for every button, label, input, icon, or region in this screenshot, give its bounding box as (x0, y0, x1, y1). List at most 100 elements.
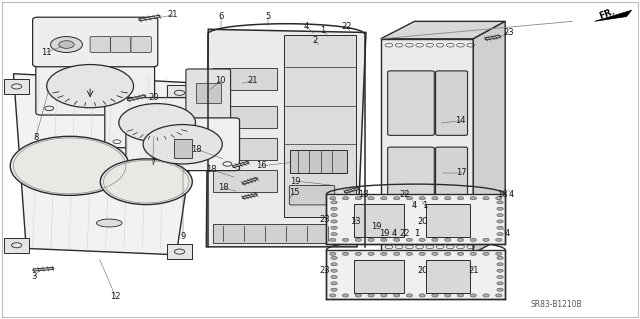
FancyBboxPatch shape (284, 35, 356, 217)
FancyBboxPatch shape (388, 147, 435, 211)
Circle shape (483, 294, 489, 297)
FancyBboxPatch shape (426, 204, 470, 237)
Text: 4: 4 (392, 229, 397, 238)
Circle shape (497, 275, 503, 278)
Text: 21: 21 (248, 76, 258, 85)
Text: 20: 20 (417, 266, 428, 275)
Circle shape (331, 220, 337, 223)
FancyBboxPatch shape (167, 244, 192, 259)
Polygon shape (326, 195, 505, 244)
FancyBboxPatch shape (213, 68, 276, 90)
Circle shape (355, 294, 362, 297)
FancyBboxPatch shape (213, 224, 353, 243)
Text: 15: 15 (289, 188, 300, 197)
Circle shape (330, 294, 336, 297)
Circle shape (483, 252, 489, 256)
Circle shape (394, 238, 400, 241)
Circle shape (458, 294, 464, 297)
Text: 6: 6 (218, 12, 224, 21)
FancyBboxPatch shape (436, 71, 467, 135)
FancyBboxPatch shape (4, 238, 29, 253)
Circle shape (330, 238, 336, 241)
Circle shape (394, 197, 400, 200)
Circle shape (445, 238, 451, 241)
Circle shape (432, 252, 438, 256)
Circle shape (419, 252, 426, 256)
FancyBboxPatch shape (33, 17, 158, 67)
Text: 10: 10 (215, 76, 226, 85)
Circle shape (331, 282, 337, 285)
Circle shape (368, 294, 374, 297)
Text: 4: 4 (412, 201, 417, 210)
Polygon shape (13, 74, 202, 255)
Text: 19: 19 (291, 177, 301, 186)
Text: 18: 18 (206, 165, 217, 174)
Circle shape (458, 197, 464, 200)
Circle shape (331, 213, 337, 217)
Circle shape (342, 252, 349, 256)
Circle shape (119, 104, 195, 142)
Circle shape (419, 238, 426, 241)
Circle shape (406, 238, 413, 241)
Circle shape (445, 197, 451, 200)
Text: 4: 4 (504, 229, 509, 238)
FancyBboxPatch shape (436, 147, 467, 211)
Text: 20: 20 (148, 93, 159, 102)
Circle shape (406, 197, 413, 200)
Text: 18: 18 (218, 183, 228, 192)
FancyBboxPatch shape (90, 37, 111, 52)
Text: 19: 19 (371, 222, 381, 231)
Text: 14: 14 (455, 116, 466, 125)
Text: 18: 18 (497, 190, 508, 199)
Text: 7: 7 (150, 158, 156, 167)
Circle shape (432, 294, 438, 297)
Text: 4: 4 (303, 22, 308, 31)
Text: 18: 18 (358, 190, 369, 199)
Circle shape (432, 238, 438, 241)
Circle shape (406, 252, 413, 256)
Circle shape (331, 269, 337, 272)
Circle shape (355, 238, 362, 241)
Circle shape (51, 37, 83, 52)
Ellipse shape (97, 219, 122, 227)
Text: 23: 23 (320, 215, 330, 224)
Text: 2: 2 (312, 36, 317, 45)
Circle shape (470, 197, 476, 200)
FancyBboxPatch shape (126, 118, 239, 171)
FancyBboxPatch shape (213, 107, 276, 128)
FancyBboxPatch shape (186, 69, 230, 123)
Circle shape (497, 213, 503, 217)
Text: 18: 18 (191, 145, 202, 154)
Text: 9: 9 (180, 232, 186, 241)
FancyBboxPatch shape (105, 98, 209, 148)
Circle shape (331, 288, 337, 291)
Circle shape (497, 220, 503, 223)
FancyBboxPatch shape (354, 204, 404, 237)
Circle shape (381, 294, 387, 297)
Polygon shape (381, 21, 505, 39)
Circle shape (368, 252, 374, 256)
Circle shape (483, 197, 489, 200)
Circle shape (470, 294, 476, 297)
Circle shape (497, 201, 503, 204)
Circle shape (470, 238, 476, 241)
Circle shape (368, 238, 374, 241)
FancyBboxPatch shape (111, 37, 131, 52)
Text: 3: 3 (31, 272, 36, 281)
Circle shape (10, 136, 129, 196)
Text: 22: 22 (399, 229, 410, 238)
Circle shape (445, 294, 451, 297)
Circle shape (497, 269, 503, 272)
Circle shape (47, 64, 134, 108)
Circle shape (381, 252, 387, 256)
Circle shape (394, 252, 400, 256)
Circle shape (331, 207, 337, 210)
Circle shape (342, 238, 349, 241)
Circle shape (445, 252, 451, 256)
Circle shape (497, 282, 503, 285)
Circle shape (330, 252, 336, 256)
Circle shape (368, 197, 374, 200)
Polygon shape (326, 250, 505, 299)
Circle shape (342, 197, 349, 200)
Circle shape (331, 201, 337, 204)
